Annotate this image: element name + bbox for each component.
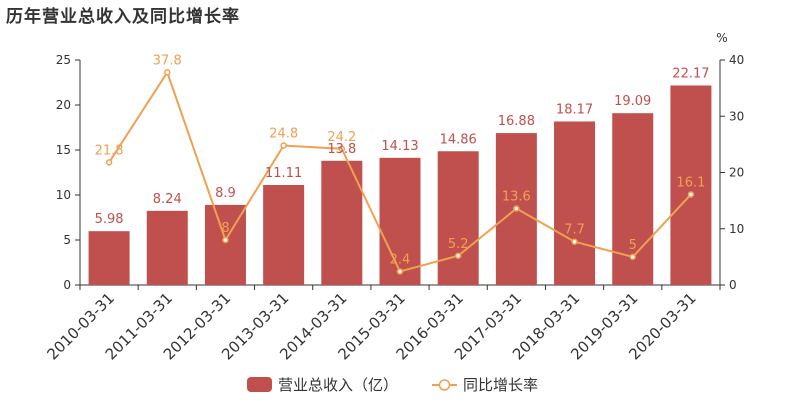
line-point <box>454 252 462 259</box>
bar-value-label: 13.8 <box>327 142 356 157</box>
line-point <box>338 145 346 153</box>
bar-value-label: 11.11 <box>265 166 302 181</box>
line-value-label: 5.2 <box>448 237 469 252</box>
line-value-label: 13.6 <box>502 190 531 205</box>
y-left-tick-label: 5 <box>63 233 71 247</box>
bar <box>146 210 188 285</box>
line-point <box>687 191 695 198</box>
bar-value-label: 19.09 <box>614 94 651 109</box>
y-right-tick-label: 30 <box>729 109 744 123</box>
line-point <box>571 238 578 245</box>
line-point <box>105 159 113 166</box>
y-left-tick-label: 0 <box>63 278 71 292</box>
line-value-label: 24.2 <box>327 130 356 145</box>
line-value-label: 37.8 <box>153 53 182 68</box>
y-right-axis-unit: % <box>716 31 727 45</box>
line-point <box>513 205 520 212</box>
y-left-tick-label: 10 <box>56 188 71 202</box>
bar <box>263 185 305 285</box>
line-value-label: 2.4 <box>390 253 411 268</box>
y-left-tick-label: 20 <box>56 98 71 112</box>
line-value-label: 5 <box>629 238 637 253</box>
line-series <box>105 69 695 275</box>
line-point <box>164 69 171 76</box>
line-point <box>280 142 287 149</box>
y-right-tick-label: 20 <box>729 166 744 180</box>
bar-value-label: 8.24 <box>153 192 182 207</box>
bar <box>321 160 363 285</box>
bar <box>437 151 479 285</box>
legend-bar-swatch[interactable] <box>247 377 272 392</box>
bar-value-label: 5.98 <box>95 212 124 227</box>
line-value-label: 7.7 <box>564 223 585 238</box>
legend-line-marker <box>438 379 451 391</box>
chart-title: 历年营业总收入及同比增长率 <box>6 7 240 27</box>
bar <box>670 85 712 285</box>
y-left-tick-label: 15 <box>56 143 71 157</box>
bar-value-label: 14.13 <box>381 139 418 154</box>
y-right-tick-label: 10 <box>729 222 744 236</box>
line-value-label: 8 <box>221 221 229 236</box>
y-left-tick-label: 25 <box>56 53 71 67</box>
y-right-tick-label: 0 <box>729 278 737 292</box>
line-point <box>222 236 229 244</box>
bar <box>88 231 130 285</box>
line-value-label: 16.1 <box>676 175 705 190</box>
data-labels: 5.98 8.24 8.9 11.11 13.8 14.13 14.86 16.88 18.17… <box>95 53 710 267</box>
legend: 营业总收入（亿） 同比增长率 <box>247 376 538 394</box>
line-value-label: 24.8 <box>269 127 298 142</box>
bar-value-label: 8.9 <box>215 186 236 201</box>
bar <box>554 121 596 285</box>
bar-value-label: 22.17 <box>672 66 709 81</box>
legend-line-label[interactable]: 同比增长率 <box>463 376 538 394</box>
bar <box>379 157 421 285</box>
bar-value-label: 18.17 <box>556 102 593 117</box>
legend-bar-label[interactable]: 营业总收入（亿） <box>278 376 398 394</box>
bar-value-label: 16.88 <box>498 114 535 129</box>
line-point <box>396 268 404 275</box>
line-point <box>629 253 636 261</box>
y-right-tick-label: 40 <box>729 53 744 67</box>
bar-value-label: 14.86 <box>440 132 477 147</box>
line-value-label: 21.8 <box>95 143 124 158</box>
